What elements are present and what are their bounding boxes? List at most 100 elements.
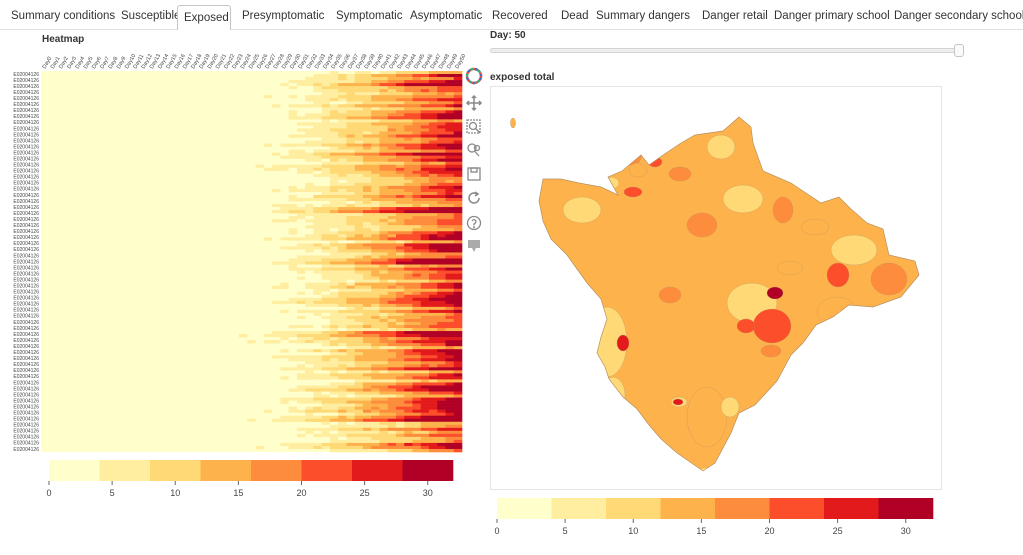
hover-icon[interactable] (465, 237, 483, 255)
tab-susceptible[interactable]: Susceptible (121, 10, 181, 22)
heatmap-cell (371, 346, 380, 350)
heatmap-cell (428, 318, 438, 323)
heatmap-cell (296, 367, 306, 371)
row-tick-label: E02004126 (13, 271, 39, 277)
tab-summary-conditions[interactable]: Summary conditions (11, 10, 116, 22)
colorbar-tick-label: 5 (110, 488, 115, 498)
wheel-zoom-icon[interactable] (465, 141, 483, 159)
bokeh-logo-icon[interactable] (465, 67, 483, 85)
day-slider-label: Day: 50 (490, 30, 526, 41)
heatmap-cell (263, 442, 273, 447)
heatmap-cell (280, 134, 289, 138)
heatmap-cell (354, 436, 364, 441)
tab-danger-primary-school[interactable]: Danger primary school (774, 10, 890, 22)
heatmap-cell (387, 340, 397, 344)
heatmap-cell (247, 418, 256, 423)
heatmap-cell (420, 391, 430, 395)
heatmap-cell (346, 361, 355, 365)
heatmap-cell (280, 92, 289, 96)
heatmap-cell (412, 246, 422, 250)
heatmap-cell (280, 385, 289, 389)
tab-asymptomatic[interactable]: Asymptomatic (410, 10, 483, 22)
save-icon[interactable] (465, 165, 483, 183)
heatmap-cell (272, 282, 281, 286)
heatmap-cell (354, 403, 364, 407)
tab-symptomatic[interactable]: Symptomatic (336, 10, 403, 22)
heatmap-cell (371, 424, 380, 429)
tab-danger-retail[interactable]: Danger retail (702, 10, 768, 22)
heatmap-cell (321, 86, 331, 90)
tab-summary-dangers[interactable]: Summary dangers (596, 10, 690, 22)
day-slider-handle[interactable] (954, 44, 964, 57)
heatmap-cell (296, 312, 306, 317)
heatmap-cell (305, 412, 314, 417)
heatmap-cell (445, 95, 455, 99)
row-tick-label: E02004126 (13, 344, 39, 350)
pan-icon[interactable] (465, 94, 483, 112)
heatmap-cell (321, 237, 331, 241)
help-icon[interactable] (465, 214, 483, 232)
heatmap-cell (371, 219, 380, 223)
heatmap-cell (362, 252, 372, 256)
heatmap-cell (404, 158, 413, 163)
tab-dead[interactable]: Dead (561, 10, 589, 22)
heatmap-cell (222, 95, 232, 99)
reset-icon[interactable] (465, 189, 483, 207)
heatmap-cell (329, 231, 339, 235)
heatmap-cell (338, 294, 347, 299)
heatmap-cell (362, 237, 372, 241)
heatmap-cell (412, 249, 422, 253)
heatmap-cell (354, 188, 364, 193)
heatmap-cell (313, 89, 322, 93)
heatmap-cell (387, 77, 397, 81)
heatmap-cell (329, 128, 339, 132)
heatmap-cell (395, 137, 405, 141)
heatmap-plot[interactable]: Day0Day1Day2Day3Day4Day5Day6Day7Day8Day9… (0, 40, 465, 460)
box-zoom-icon[interactable] (465, 118, 483, 136)
heatmap-cell (420, 213, 430, 217)
heatmap-cell (404, 445, 413, 450)
heatmap-cell (288, 303, 298, 308)
heatmap-cell (329, 131, 339, 135)
heatmap-cell (379, 448, 388, 453)
heatmap-cell (329, 421, 339, 426)
heatmap-cell (437, 264, 446, 268)
heatmap-cell (362, 415, 372, 420)
heatmap-cell (280, 376, 289, 380)
heatmap-cell (362, 161, 372, 166)
heatmap-cell (428, 364, 438, 368)
heatmap-cell (453, 119, 463, 123)
heatmap-cell (412, 297, 422, 302)
heatmap-cell (379, 170, 388, 175)
heatmap-cell (305, 276, 314, 280)
heatmap-cell (288, 77, 298, 81)
tab-exposed[interactable]: Exposed (177, 5, 231, 30)
heatmap-cell (420, 246, 430, 250)
heatmap-cell (371, 161, 380, 166)
heatmap-cell (371, 210, 380, 214)
heatmap-cell (280, 219, 289, 223)
heatmap-cell (230, 116, 240, 120)
day-slider-track[interactable] (490, 48, 964, 53)
heatmap-cell (313, 388, 322, 392)
heatmap-cell (288, 325, 298, 329)
tab-recovered[interactable]: Recovered (492, 10, 548, 22)
heatmap-cell (272, 300, 281, 305)
heatmap-cell (420, 394, 430, 398)
heatmap-cell (354, 273, 364, 277)
heatmap-cell (445, 161, 455, 166)
heatmap-cell (412, 83, 422, 87)
heatmap-cell (247, 116, 256, 120)
heatmap-cell (379, 216, 388, 220)
heatmap-cell (387, 328, 397, 332)
choropleth-map[interactable] (491, 87, 941, 489)
day-slider[interactable] (490, 44, 964, 57)
heatmap-cell (371, 98, 380, 102)
heatmap-cell (321, 388, 331, 392)
tab-danger-secondary-school[interactable]: Danger secondary school (894, 10, 1023, 22)
heatmap-cell (288, 92, 298, 96)
tab-presymptomatic[interactable]: Presymptomatic (242, 10, 325, 22)
heatmap-cell (255, 188, 265, 193)
heatmap-cell (362, 412, 372, 417)
heatmap-cell (338, 240, 347, 244)
